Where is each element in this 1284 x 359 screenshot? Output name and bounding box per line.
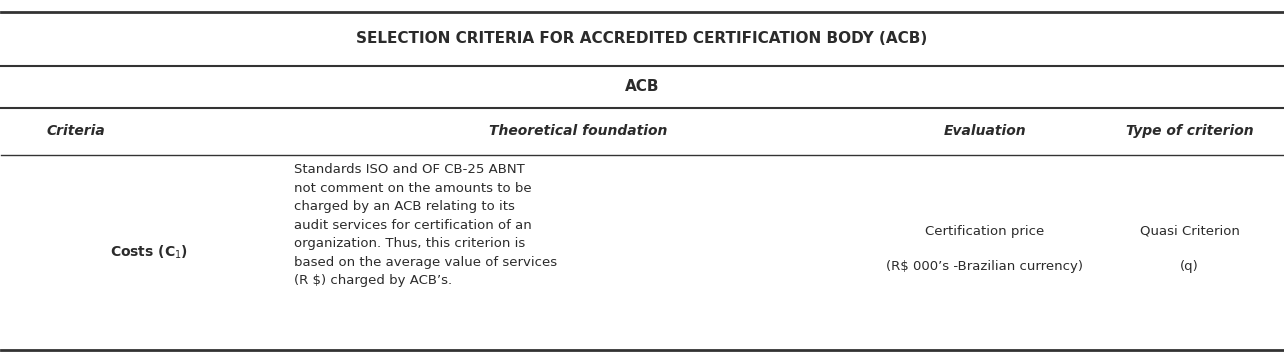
Text: Certification price: Certification price [924, 225, 1044, 238]
Text: (R$ 000’s -Brazilian currency): (R$ 000’s -Brazilian currency) [886, 260, 1084, 273]
Text: (q): (q) [1180, 260, 1199, 273]
Text: Standards ISO and OF CB-25 ABNT
not comment on the amounts to be
charged by an A: Standards ISO and OF CB-25 ABNT not comm… [294, 163, 557, 288]
Text: Evaluation: Evaluation [944, 125, 1026, 139]
Text: Type of criterion: Type of criterion [1126, 125, 1253, 139]
Text: ACB: ACB [625, 79, 659, 94]
Text: Theoretical foundation: Theoretical foundation [489, 125, 668, 139]
Text: Quasi Criterion: Quasi Criterion [1140, 225, 1239, 238]
Text: SELECTION CRITERIA FOR ACCREDITED CERTIFICATION BODY (ACB): SELECTION CRITERIA FOR ACCREDITED CERTIF… [357, 31, 927, 46]
Text: Costs (C$_1$): Costs (C$_1$) [109, 244, 187, 261]
Text: Criteria: Criteria [46, 125, 105, 139]
